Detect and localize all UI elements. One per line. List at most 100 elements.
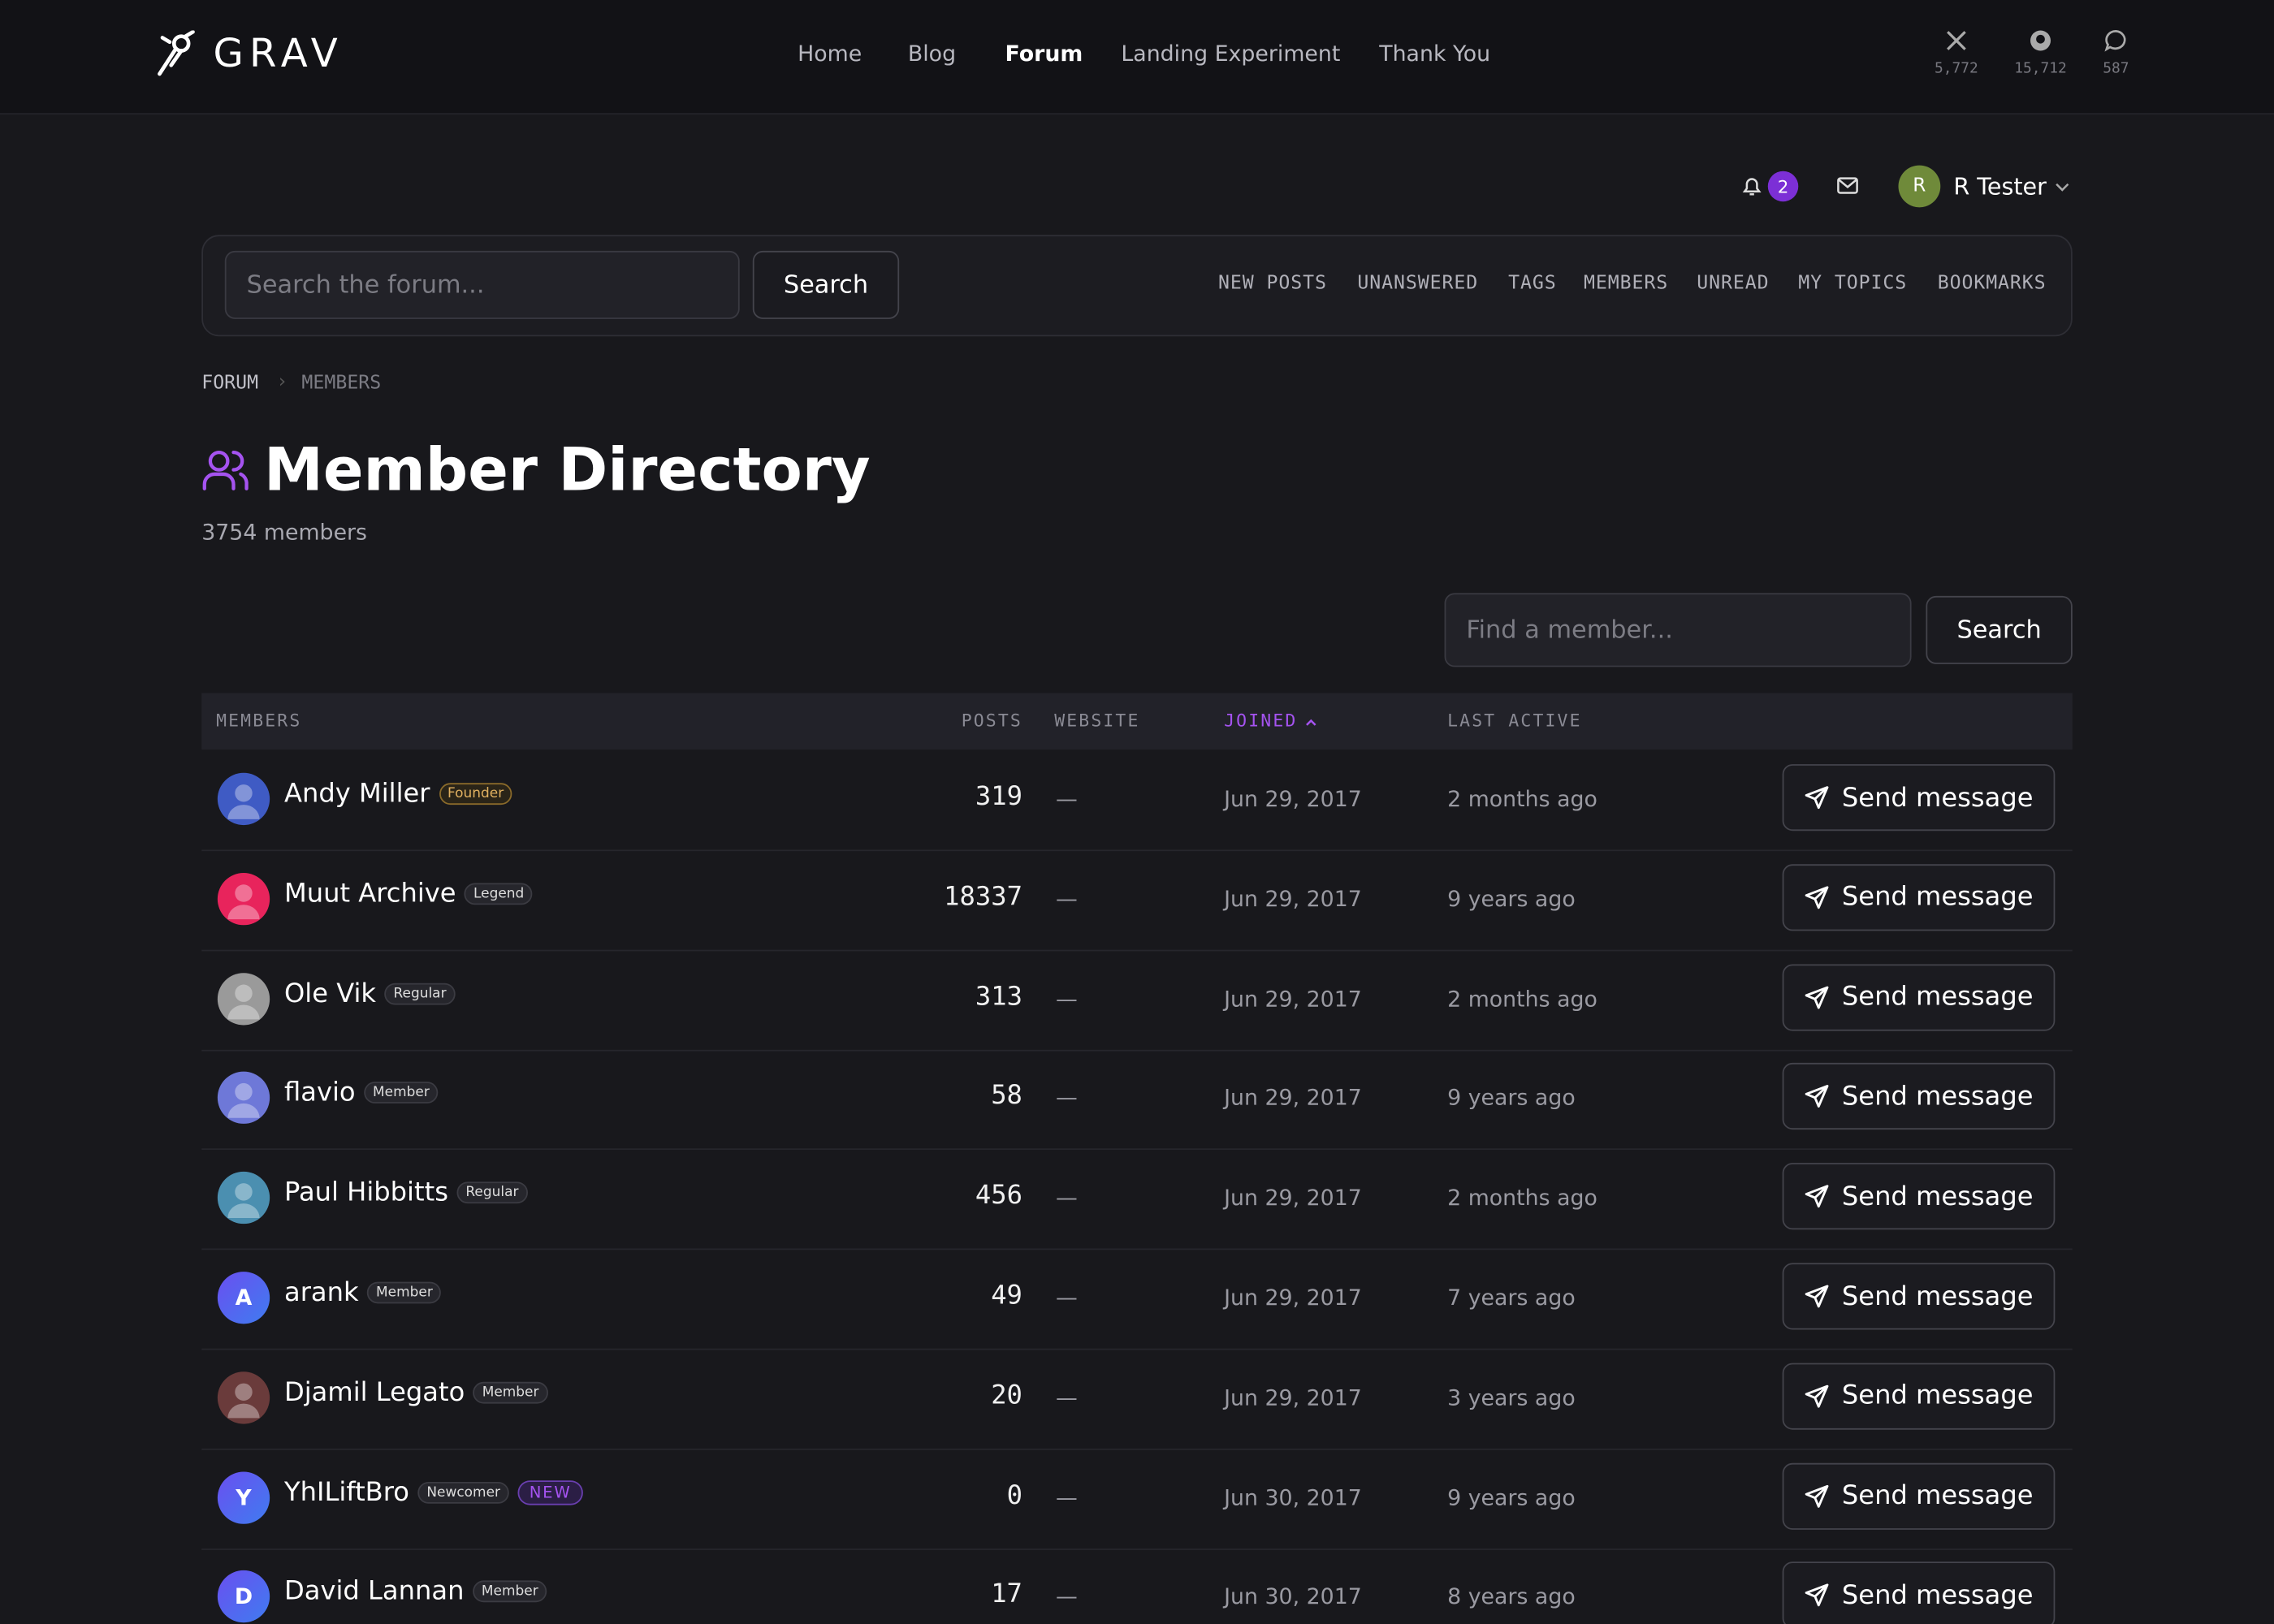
forum-nav-link[interactable]: BOOKMARKS: [1937, 272, 2047, 295]
avatar[interactable]: [217, 872, 270, 925]
icon-part: [227, 1203, 260, 1219]
icon-part: [235, 883, 253, 902]
role-badge: Member: [364, 1082, 439, 1104]
icon-part: [235, 1083, 253, 1102]
member-name[interactable]: YhILiftBro: [284, 1476, 409, 1508]
send-message-button[interactable]: Send message: [1782, 863, 2056, 931]
avatar[interactable]: [217, 1371, 270, 1424]
new-badge: NEW: [517, 1479, 583, 1505]
forum-nav-link[interactable]: UNREAD: [1697, 272, 1770, 295]
forum-nav-link[interactable]: NEW POSTS: [1218, 272, 1327, 295]
member-name[interactable]: Ole Vik: [284, 978, 377, 1009]
column-header[interactable]: JOINED: [1224, 710, 1316, 731]
member-name[interactable]: arank: [284, 1277, 359, 1308]
user-name[interactable]: R Tester: [1953, 172, 2047, 201]
placeholder: Find a member...: [1466, 615, 1673, 645]
send-message-button[interactable]: Send message: [1782, 1163, 2056, 1230]
member-name[interactable]: David Lannan: [284, 1576, 465, 1608]
avatar[interactable]: [217, 1072, 270, 1125]
send-icon: [1805, 985, 1829, 1009]
member-count: 3754 members: [201, 519, 368, 546]
icon-part: [1805, 1484, 1829, 1508]
send-message-button[interactable]: Send message: [1782, 1561, 2056, 1624]
member-row: Muut Archive Legend 18337 — Jun 29, 2017 9 ye…: [201, 849, 2073, 952]
joined-date: Jun 29, 2017: [1224, 1285, 1362, 1311]
member-name[interactable]: flavio: [284, 1078, 356, 1108]
member-name[interactable]: Andy Miller: [284, 778, 430, 810]
send-message-button[interactable]: Send message: [1782, 764, 2056, 831]
github-icon[interactable]: [2029, 29, 2052, 53]
member-name[interactable]: Muut Archive: [284, 878, 456, 909]
breadcrumb-link[interactable]: FORUM: [201, 372, 259, 395]
icon-part: [231, 450, 249, 490]
forum-search-button[interactable]: Search: [752, 250, 900, 319]
member-search-input[interactable]: Find a member...: [1444, 593, 1912, 667]
table-header: [201, 693, 2073, 750]
x-icon[interactable]: [1945, 29, 1969, 53]
last-active: 9 years ago: [1447, 885, 1576, 912]
member-search-button[interactable]: Search: [1926, 595, 2073, 664]
avatar[interactable]: [217, 972, 270, 1025]
last-active: 2 months ago: [1447, 1185, 1597, 1212]
nav-link[interactable]: Home: [798, 41, 862, 67]
member-name[interactable]: Paul Hibbitts: [284, 1177, 448, 1208]
column-header[interactable]: LAST ACTIVE: [1447, 710, 1582, 731]
send-icon: [1805, 1484, 1829, 1508]
mail-icon[interactable]: [1836, 175, 1860, 196]
icon-part: [1805, 1085, 1829, 1108]
icon-part: [1805, 1384, 1829, 1408]
button-label: Send message: [1841, 1081, 2034, 1112]
bell-icon[interactable]: [1740, 174, 1764, 197]
send-message-button[interactable]: Send message: [1782, 1263, 2056, 1330]
member-info: Paul Hibbitts Regular: [284, 1177, 528, 1208]
joined-date: Jun 29, 2017: [1224, 885, 1362, 912]
nav-link[interactable]: Landing Experiment: [1121, 41, 1341, 67]
icon-part: [227, 904, 260, 919]
header: GRAV: [0, 0, 2274, 115]
forum-nav-link[interactable]: MY TOPICS: [1798, 272, 1908, 295]
forum-search-input[interactable]: Search the forum...: [224, 250, 740, 319]
user-avatar[interactable]: R: [1898, 165, 1941, 208]
send-icon: [1805, 1085, 1829, 1108]
send-message-button[interactable]: Send message: [1782, 963, 2056, 1030]
avatar[interactable]: A: [217, 1272, 270, 1324]
send-message-button[interactable]: Send message: [1782, 1363, 2056, 1430]
forum-nav-link[interactable]: UNANSWERED: [1357, 272, 1479, 295]
column-header[interactable]: POSTS: [961, 710, 1022, 731]
avatar[interactable]: [217, 772, 270, 826]
joined-date: Jun 29, 2017: [1224, 1085, 1362, 1112]
button-label: Send message: [1841, 1480, 2034, 1511]
chevron[interactable]: [2055, 181, 2069, 192]
post-count: 49: [991, 1280, 1022, 1311]
forum-nav-link[interactable]: TAGS: [1508, 272, 1557, 295]
post-count: 313: [975, 981, 1022, 1012]
member-name[interactable]: Djamil Legato: [284, 1377, 465, 1408]
column-header[interactable]: WEBSITE: [1054, 710, 1140, 731]
nav-link[interactable]: Thank You: [1379, 41, 1491, 67]
icon-part: [1805, 786, 1829, 810]
button-label: Send message: [1841, 1281, 2034, 1312]
breadcrumb-separator: ›: [278, 371, 287, 393]
avatar[interactable]: D: [217, 1570, 270, 1623]
nav-link[interactable]: Forum: [1005, 41, 1083, 67]
avatar[interactable]: [217, 1172, 270, 1224]
joined-date: Jun 29, 2017: [1224, 785, 1362, 812]
send-message-button[interactable]: Send message: [1782, 1063, 2056, 1130]
notification-badge[interactable]: 2: [1767, 171, 1799, 202]
send-icon: [1805, 1384, 1829, 1408]
button-label: Send message: [1841, 1580, 2034, 1611]
role-badge: Newcomer: [417, 1481, 509, 1504]
nav-link[interactable]: Blog: [907, 41, 957, 67]
avatar[interactable]: Y: [217, 1471, 270, 1524]
website: —: [1056, 985, 1078, 1012]
member-info: Muut Archive Legend: [284, 878, 534, 909]
column-header[interactable]: MEMBERS: [216, 710, 302, 731]
member-info: flavio Member: [284, 1078, 439, 1108]
send-icon: [1805, 1285, 1829, 1308]
member-info: Andy Miller Founder: [284, 778, 512, 810]
forum-nav-link[interactable]: MEMBERS: [1584, 272, 1669, 295]
chat-icon[interactable]: [2104, 29, 2128, 53]
send-message-button[interactable]: Send message: [1782, 1462, 2056, 1530]
